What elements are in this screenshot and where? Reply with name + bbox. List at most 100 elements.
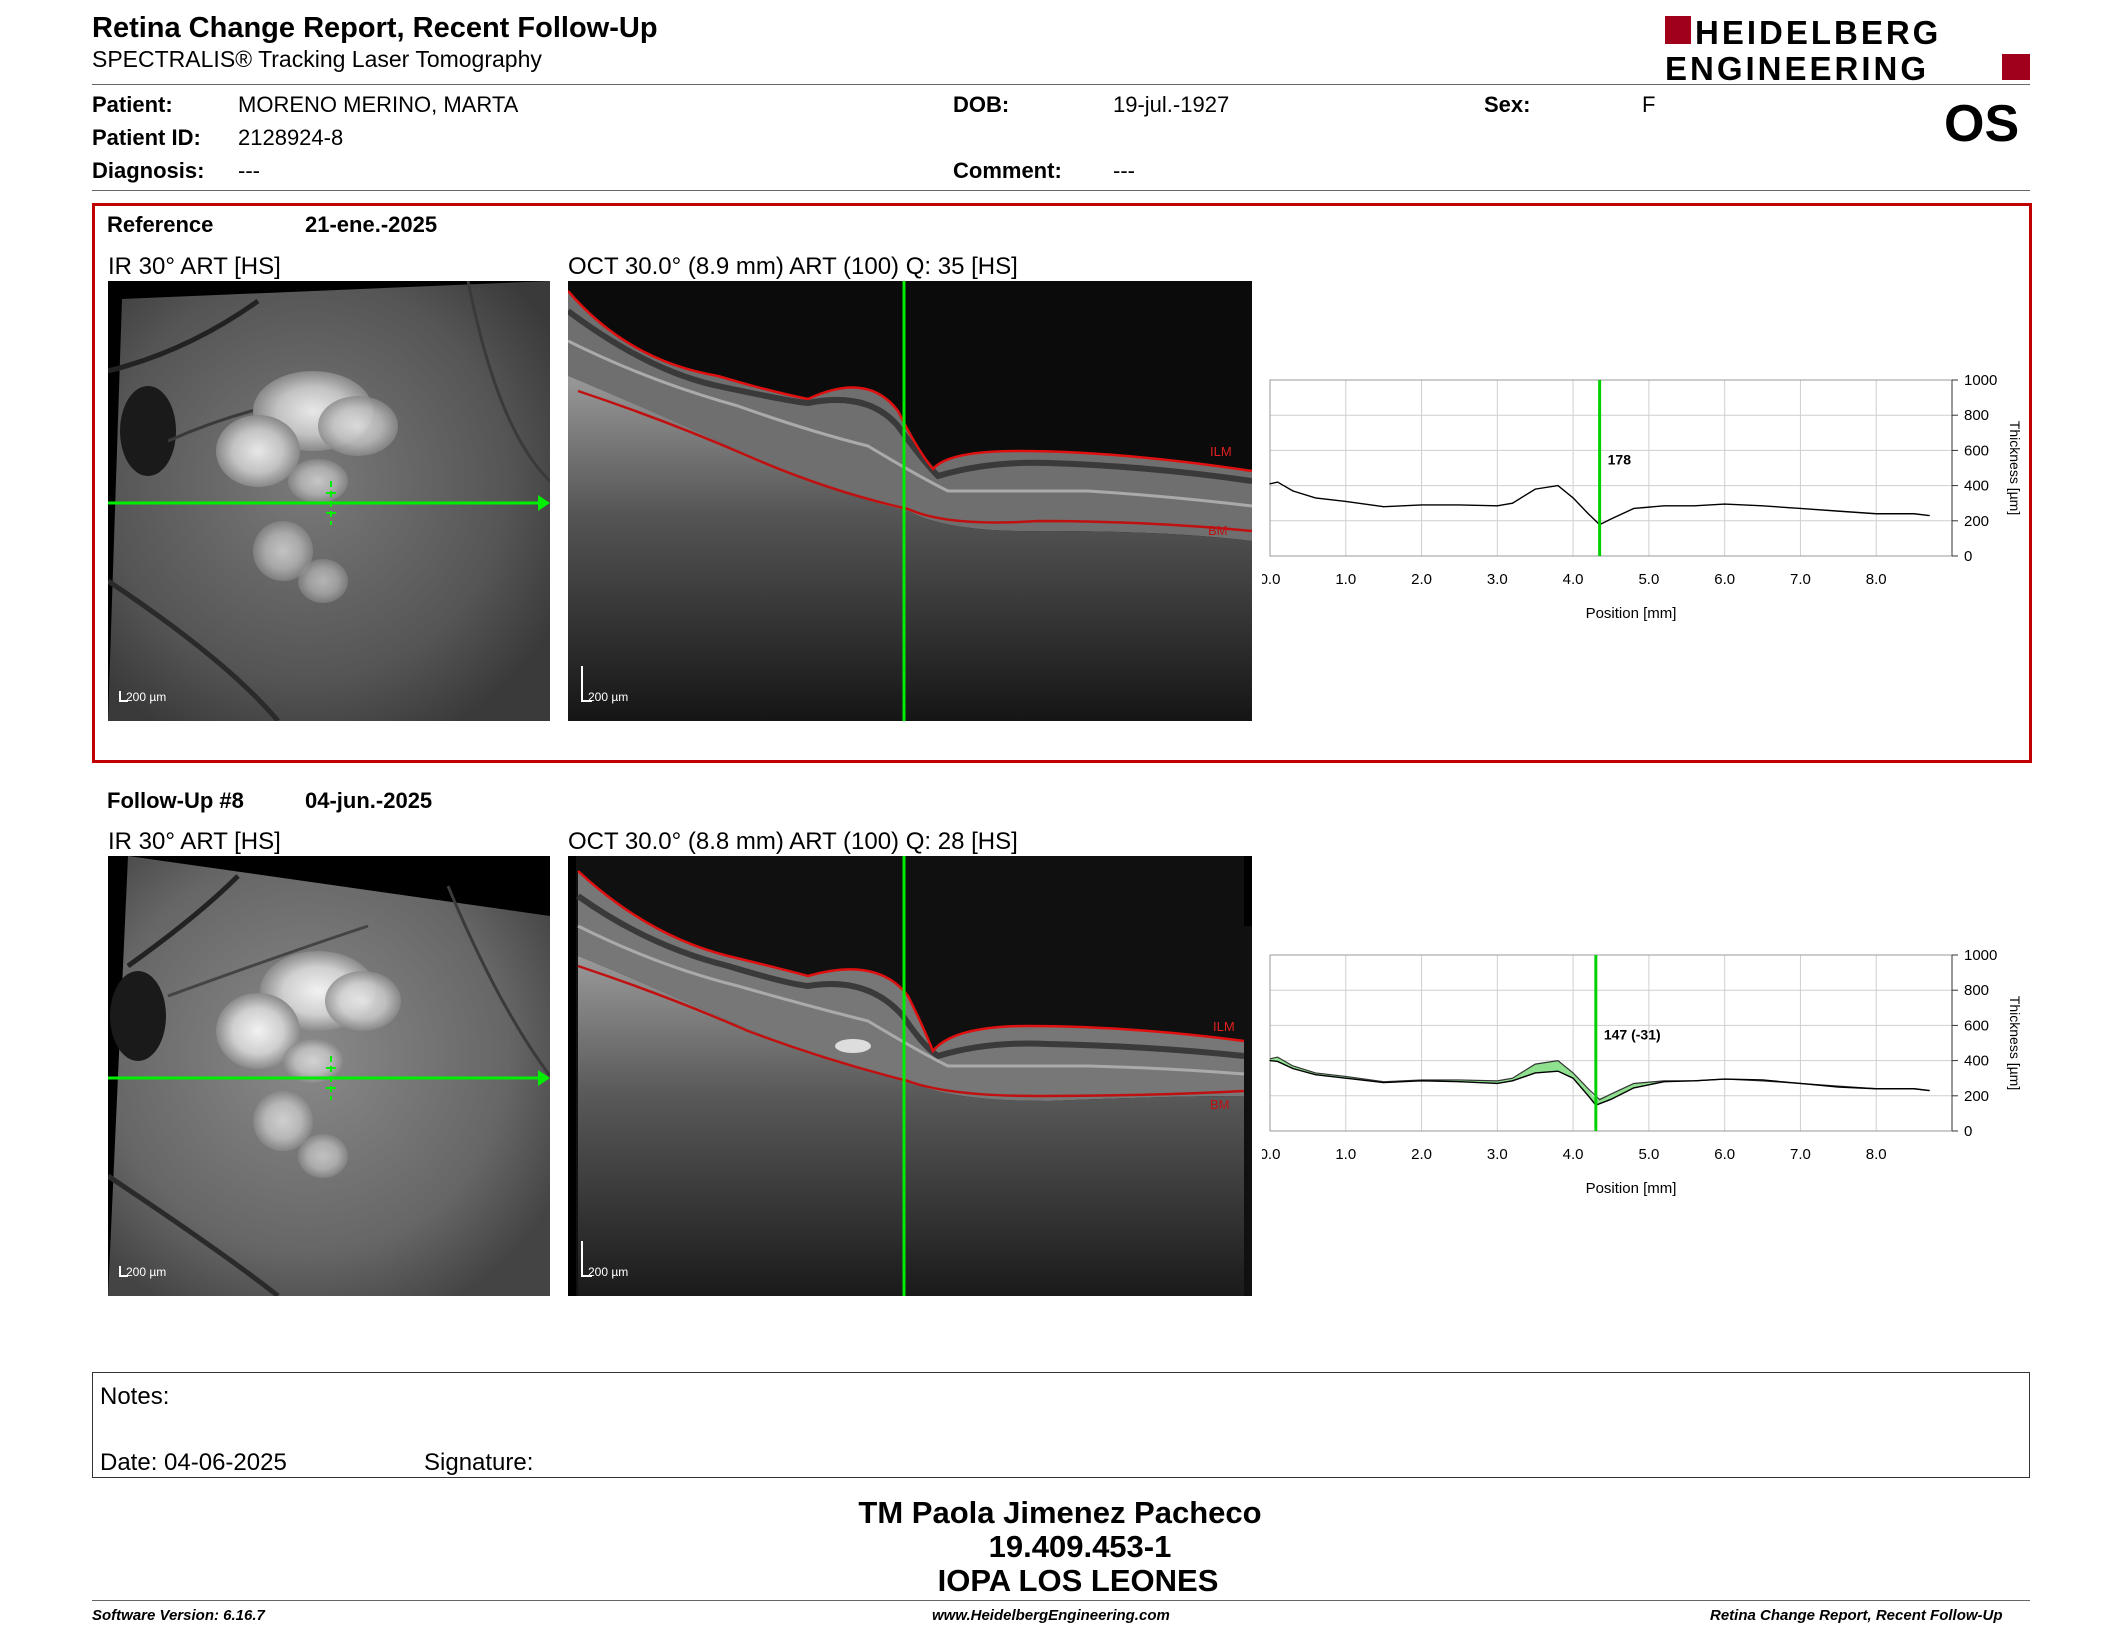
x-tick-label: 0.0	[1262, 571, 1280, 588]
signature-label: Signature:	[424, 1449, 534, 1476]
comment-value: ---	[1113, 158, 1135, 183]
data-point	[1269, 1060, 1271, 1062]
data-point	[1557, 485, 1559, 487]
data-point	[1875, 1088, 1877, 1090]
patient-id: 2128924-8	[238, 125, 344, 150]
ir-scale-label: 200 µm	[126, 1265, 166, 1279]
followup-label: Follow-Up #8	[107, 788, 244, 813]
data-point	[1511, 502, 1514, 504]
x-tick-label: 5.0	[1638, 571, 1659, 588]
thickness-line	[1269, 1059, 1930, 1106]
reference-ir-image[interactable]: 200 µm	[108, 281, 550, 721]
bm-label: BM	[1210, 1097, 1230, 1112]
data-point	[1761, 505, 1764, 507]
y-tick-label: 200	[1964, 1088, 1989, 1105]
data-point	[1534, 1072, 1536, 1074]
followup-oct-label: OCT 30.0° (8.8 mm) ART (100) Q: 28 [HS]	[568, 828, 1018, 855]
signatory-clinic: IOPA LOS LEONES	[937, 1563, 1219, 1598]
x-tick-label: 7.0	[1790, 571, 1811, 588]
patient-label: Patient:	[92, 92, 173, 117]
data-point	[1663, 1081, 1665, 1083]
y-tick-label: 1000	[1964, 947, 1997, 964]
data-point	[1458, 1081, 1461, 1083]
data-point	[1928, 1089, 1930, 1092]
y-tick-label: 200	[1964, 513, 1989, 530]
data-point	[1276, 1060, 1279, 1063]
followup-oct-image[interactable]: ILM BM 200 µm	[568, 856, 1252, 1296]
plot-frame	[1269, 954, 1953, 1132]
data-point	[1837, 1086, 1839, 1088]
data-point	[1633, 1087, 1635, 1089]
date-label: Date: 04-06-2025	[100, 1449, 287, 1476]
data-point	[1269, 483, 1271, 485]
followup-ir-image[interactable]: 200 µm	[108, 856, 550, 1296]
x-tick-label: 6.0	[1714, 571, 1735, 588]
notes-box[interactable]	[92, 1372, 2030, 1478]
reference-oct-image[interactable]: ILM BM 200 µm	[568, 281, 1252, 721]
data-point	[1534, 488, 1536, 490]
thickness-line	[1269, 481, 1930, 526]
data-point	[1458, 504, 1461, 506]
data-point	[1292, 490, 1294, 492]
logo-line2: ENGINEERING	[1665, 50, 1929, 82]
bm-label: BM	[1208, 523, 1228, 538]
x-axis-label: Position [mm]	[1586, 605, 1677, 622]
y-axis-label: Thickness [µm]	[2007, 421, 2022, 515]
x-tick-label: 6.0	[1714, 1146, 1735, 1163]
marker-value-label: 178	[1608, 451, 1632, 467]
plot-frame	[1269, 379, 1953, 557]
diagnosis-value: ---	[238, 158, 260, 183]
x-tick-label: 1.0	[1335, 1146, 1356, 1163]
data-point	[1913, 1088, 1915, 1090]
oct-scale-label: 200 µm	[588, 1265, 628, 1279]
marker-value-label: 147 (-31)	[1604, 1026, 1661, 1042]
data-point	[1383, 506, 1385, 508]
sex-label: Sex:	[1484, 92, 1531, 117]
oct-scale-label: 200 µm	[588, 690, 628, 704]
notes-label: Notes:	[100, 1383, 170, 1410]
x-tick-label: 5.0	[1638, 1146, 1659, 1163]
data-point	[1761, 1079, 1764, 1081]
x-axis-label: Position [mm]	[1586, 1180, 1677, 1197]
ilm-label: ILM	[1213, 1019, 1235, 1034]
reference-label: Reference	[107, 212, 214, 237]
dob-label: DOB:	[953, 92, 1010, 117]
data-point	[1913, 513, 1915, 515]
reference-oct-label: OCT 30.0° (8.9 mm) ART (100) Q: 35 [HS]	[568, 253, 1018, 280]
data-point	[1724, 1078, 1726, 1080]
data-point	[1572, 1077, 1574, 1079]
x-tick-label: 4.0	[1563, 571, 1584, 588]
sex-value: F	[1642, 92, 1656, 117]
x-tick-label: 7.0	[1790, 1146, 1811, 1163]
heidelberg-logo: HEIDELBERG ENGINEERING	[1665, 14, 2030, 82]
footer-software: Software Version: 6.16.7	[92, 1607, 265, 1624]
signatory-id: 19.409.453-1	[988, 1529, 1172, 1564]
y-tick-label: 400	[1964, 478, 1989, 495]
data-point	[1693, 1080, 1695, 1082]
y-axis-label: Thickness [µm]	[2007, 996, 2022, 1090]
reference-section-box	[92, 203, 2032, 763]
data-point	[1511, 1080, 1514, 1082]
logo-line1: HEIDELBERG	[1695, 14, 1941, 51]
data-point	[1799, 507, 1802, 510]
report-subtitle: SPECTRALIS® Tracking Laser Tomography	[92, 46, 542, 72]
data-point	[1587, 1095, 1589, 1097]
ilm-line	[568, 290, 1252, 473]
followup-thickness-chart: 0 200 400 600 800 1000 Thickness [µm] 0.0 1.0 2.0…	[1262, 947, 2022, 1197]
reference-thickness-chart: 0 200 400 600 800 1000 Thickness [µm] 0.0 1.0 2.0…	[1262, 372, 2022, 622]
y-tick-label: 0	[1964, 548, 1972, 565]
data-point	[1837, 510, 1839, 512]
patient-id-label: Patient ID:	[92, 125, 201, 150]
followup-ir-label: IR 30° ART [HS]	[108, 828, 281, 855]
y-tick-label: 400	[1964, 1053, 1989, 1070]
x-tick-label: 3.0	[1487, 1146, 1508, 1163]
y-tick-label: 1000	[1964, 372, 1997, 389]
x-tick-label: 8.0	[1866, 1146, 1887, 1163]
data-point	[1345, 500, 1347, 503]
data-point	[1610, 1098, 1612, 1100]
data-point	[1724, 503, 1726, 505]
data-point	[1610, 518, 1612, 520]
footer-website[interactable]: www.HeidelbergEngineering.com	[932, 1607, 1170, 1624]
signatory-name: TM Paola Jimenez Pacheco	[858, 1495, 1262, 1530]
reference-date: 21-ene.-2025	[305, 212, 438, 237]
